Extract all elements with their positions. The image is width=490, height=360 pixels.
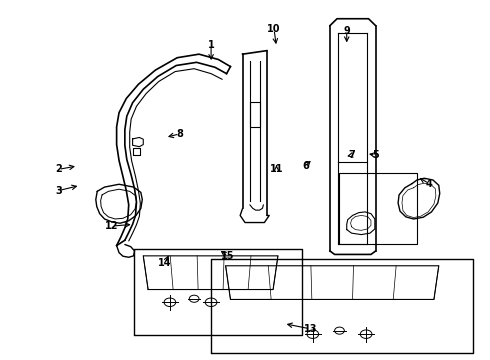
Text: 5: 5 xyxy=(372,150,379,160)
Text: 9: 9 xyxy=(343,26,350,36)
Text: 6: 6 xyxy=(302,161,309,171)
Text: 13: 13 xyxy=(304,324,317,334)
Text: 1: 1 xyxy=(208,40,215,50)
Text: 8: 8 xyxy=(176,129,183,139)
Text: 7: 7 xyxy=(348,150,355,160)
Text: 12: 12 xyxy=(105,221,119,231)
Text: 10: 10 xyxy=(268,24,281,34)
Text: 14: 14 xyxy=(158,258,172,268)
Text: 4: 4 xyxy=(426,179,433,189)
Text: 15: 15 xyxy=(221,251,235,261)
Text: 11: 11 xyxy=(270,165,283,174)
Text: 3: 3 xyxy=(55,186,62,195)
Text: 2: 2 xyxy=(55,165,62,174)
